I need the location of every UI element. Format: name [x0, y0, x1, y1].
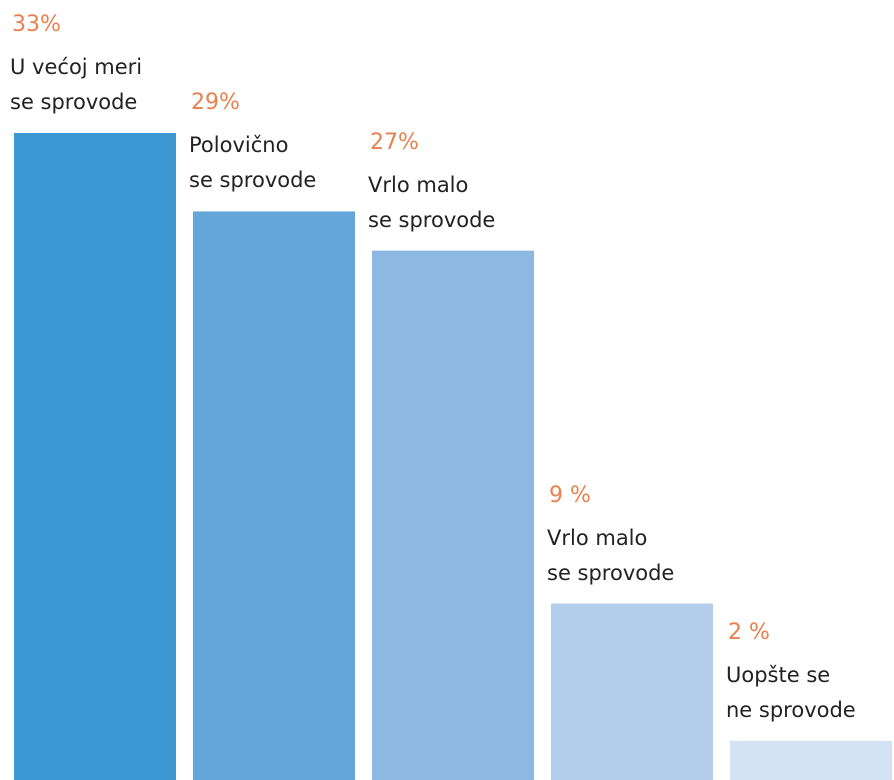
- bar: [730, 740, 892, 780]
- value-label: 29%: [191, 90, 240, 116]
- bar: [14, 133, 176, 780]
- bar: [551, 603, 713, 780]
- bar: [372, 250, 534, 780]
- value-label: 9 %: [549, 482, 591, 508]
- category-label: U većoj meri se sprovode: [10, 55, 143, 114]
- category-label: Uopšte se ne sprovode: [726, 662, 856, 722]
- category-label: Polovično se sprovode: [189, 133, 317, 193]
- value-label: 33%: [12, 12, 61, 37]
- category-label: Vrlo malo se sprovode: [368, 172, 496, 232]
- bar: [193, 211, 355, 780]
- value-label: 2 %: [728, 619, 770, 645]
- value-label: 27%: [370, 129, 419, 155]
- category-label: Vrlo malo se sprovode: [547, 525, 675, 585]
